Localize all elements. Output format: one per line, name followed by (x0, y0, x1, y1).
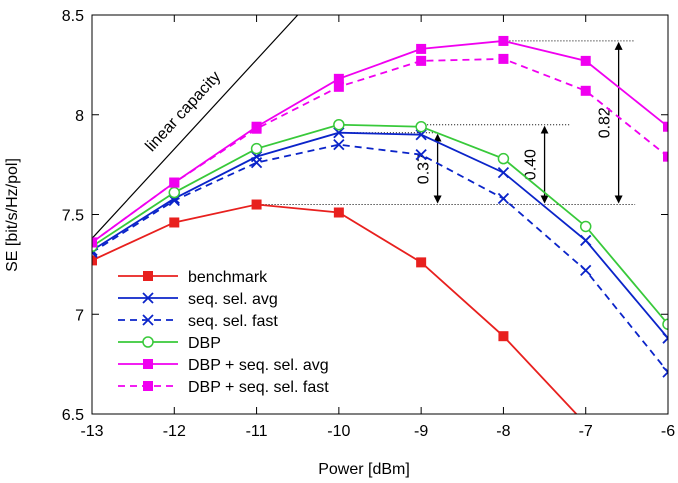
data-point (662, 332, 668, 344)
data-point (168, 186, 181, 199)
data-point (92, 255, 97, 266)
difference-label: 0.40 (523, 149, 540, 180)
data-point (498, 331, 509, 342)
linear-capacity-line (92, 15, 299, 239)
data-point (416, 257, 427, 268)
series-6 (92, 53, 668, 248)
data-point (333, 118, 345, 131)
x-tick-label: -12 (163, 423, 186, 440)
legend-label: benchmark (188, 269, 268, 286)
data-point (333, 207, 344, 218)
series-line (92, 40, 668, 244)
data-point (497, 152, 510, 165)
data-point (416, 55, 427, 66)
difference-label: 0.37 (416, 153, 433, 184)
data-point (333, 81, 344, 92)
data-point (580, 234, 592, 247)
y-tick-label: 7 (75, 307, 84, 324)
data-point (579, 220, 592, 233)
x-axis-label: Power [dBm] (318, 461, 410, 478)
y-tick-label: 7.5 (62, 208, 84, 225)
x-tick-label: -11 (246, 423, 268, 440)
data-point (580, 85, 591, 96)
legend-item: benchmark (118, 269, 268, 286)
x-tick-label: -6 (661, 423, 675, 440)
y-axis-label: SE [bit/s/Hz/pol] (4, 158, 21, 272)
legend-marker (143, 271, 153, 281)
legend-item: DBP (118, 335, 221, 352)
legend-marker (143, 359, 153, 369)
data-point (251, 123, 262, 134)
legend-item: seq. sel. fast (118, 313, 278, 330)
data-point (498, 53, 509, 64)
x-tick-label: -9 (414, 423, 428, 440)
data-point (92, 237, 97, 248)
series-line (92, 143, 668, 373)
data-point (497, 192, 510, 205)
annotation-layer: 0.37 0.40 0.82 (256, 40, 636, 206)
series-1 (92, 199, 578, 414)
series-line (92, 131, 668, 339)
series-line (92, 57, 668, 244)
legend-marker (142, 292, 154, 304)
data-point (333, 139, 345, 151)
legend-label: DBP (188, 335, 221, 352)
legend-background (112, 264, 394, 400)
legend: benchmark seq. sel. avg seq. sel. fast DBP D… (112, 264, 394, 400)
data-point (498, 35, 509, 46)
data-point (580, 264, 592, 276)
data-point (169, 177, 180, 188)
data-point (580, 55, 591, 66)
difference-label: 0.82 (597, 107, 614, 138)
x-tick-label: -7 (579, 423, 593, 440)
data-point (251, 199, 262, 210)
x-tick-label: -13 (80, 423, 103, 440)
x-tick-label: -8 (496, 423, 510, 440)
data-point (415, 120, 427, 133)
legend-marker (142, 314, 154, 326)
data-point (497, 166, 510, 179)
data-point (250, 142, 263, 155)
series-line (92, 123, 668, 325)
data-point (663, 151, 668, 162)
data-point (662, 366, 668, 378)
data-point (333, 73, 344, 84)
data-point (663, 121, 668, 132)
data-point (169, 217, 180, 228)
legend-item: DBP + seq. sel. avg (118, 357, 329, 374)
data-point (250, 156, 263, 169)
legend-item: DBP + seq. sel. fast (118, 379, 329, 396)
y-tick-label: 8.5 (62, 8, 84, 25)
data-point (662, 318, 668, 330)
y-axis-ticks: 6.5 7 7.5 8 8.5 (62, 8, 668, 424)
legend-label: DBP + seq. sel. fast (188, 379, 329, 396)
legend-label: seq. sel. fast (188, 313, 278, 330)
data-point (416, 43, 427, 54)
legend-item: seq. sel. avg (118, 291, 278, 308)
data-point (415, 149, 427, 161)
legend-marker (142, 336, 154, 348)
legend-label: seq. sel. avg (188, 291, 278, 308)
x-tick-label: -10 (327, 423, 350, 440)
y-tick-label: 6.5 (62, 407, 84, 424)
legend-marker (143, 381, 153, 391)
series-5 (92, 35, 668, 248)
linear-capacity-label: linear capacity (142, 68, 224, 155)
x-axis-ticks: -13 -12 -11 -10 -9 -8 -7 -6 (80, 15, 675, 440)
series-layer (92, 35, 668, 414)
y-tick-label: 8 (75, 108, 84, 125)
legend-label: DBP + seq. sel. avg (188, 357, 329, 374)
